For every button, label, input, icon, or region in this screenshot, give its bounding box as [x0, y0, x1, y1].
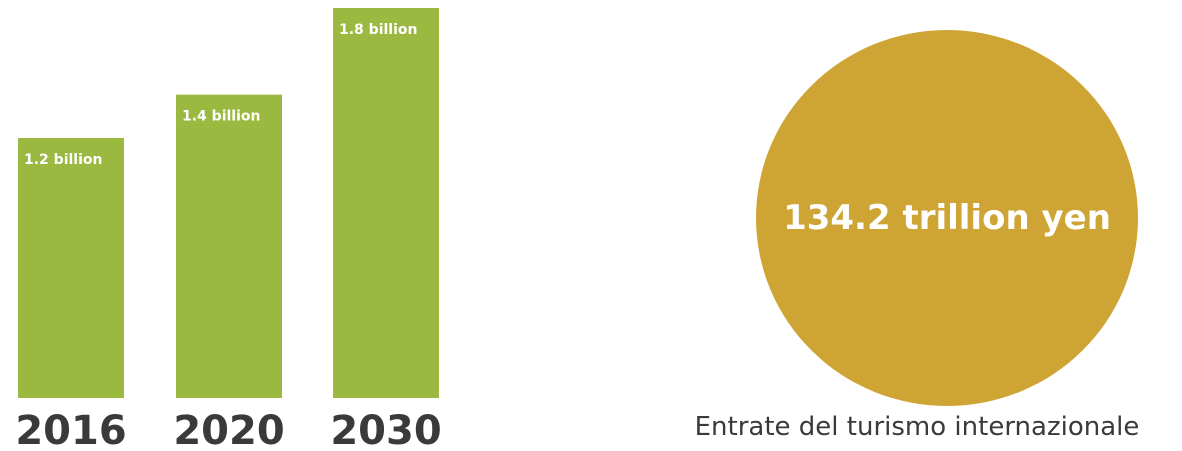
- bar-2030: [333, 8, 439, 398]
- bar-value-label-2030: 1.8 billion: [339, 22, 417, 38]
- bar-value-label-2016: 1.2 billion: [24, 152, 102, 168]
- bar-chart: 1.2 billion 2016 1.4 billion 2020 1.8 billio…: [15, 8, 442, 451]
- revenue-circle: 134.2 trillion yen: [756, 30, 1138, 406]
- revenue-caption: Entrate del turismo internazionale: [694, 412, 1140, 442]
- year-label-2030: 2030: [330, 408, 441, 451]
- bar-2016: [18, 138, 124, 398]
- revenue-value: 134.2 trillion yen: [783, 198, 1111, 238]
- year-label-2020: 2020: [173, 408, 284, 451]
- bar-2020: [176, 94, 282, 399]
- bar-value-label-2020: 1.4 billion: [182, 109, 260, 125]
- year-label-2016: 2016: [15, 408, 126, 451]
